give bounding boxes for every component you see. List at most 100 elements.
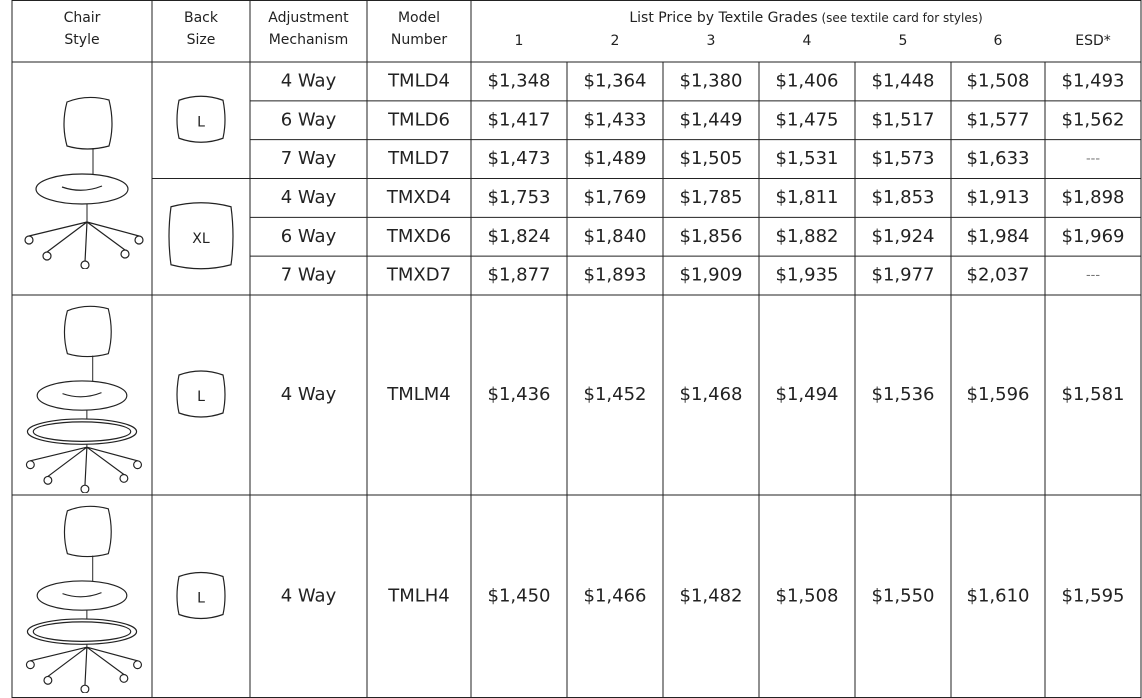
price: $1,417: [488, 109, 551, 130]
price: $1,909: [680, 265, 743, 286]
column-header: Chair: [64, 10, 101, 26]
mechanism: 4 Way: [281, 586, 337, 607]
mechanism: 4 Way: [281, 384, 337, 405]
price: $1,536: [872, 384, 935, 405]
back-size-icon: [176, 370, 226, 418]
back-size-icon: [176, 95, 226, 143]
chair-image: [25, 505, 143, 693]
price: $1,935: [776, 265, 839, 286]
price: $1,969: [1062, 226, 1125, 247]
price-header: List Price by Textile Grades (see textil…: [629, 10, 982, 26]
grade-header: 2: [611, 33, 620, 49]
grade-header: 3: [707, 33, 716, 49]
price: $1,473: [488, 148, 551, 169]
price: ---: [1086, 268, 1100, 283]
model-number: TMLH4: [387, 586, 450, 607]
price: $1,595: [1062, 586, 1125, 607]
column-header: Mechanism: [269, 32, 349, 48]
column-header: Adjustment: [268, 10, 349, 26]
price: $1,433: [584, 109, 647, 130]
price: $1,531: [776, 148, 839, 169]
column-header: Model: [398, 10, 440, 26]
model-number: TMLD6: [387, 109, 450, 130]
price: $1,577: [967, 109, 1030, 130]
price: $1,475: [776, 109, 839, 130]
grade-header: 6: [994, 33, 1003, 49]
price-title: List Price by Textile Grades: [629, 10, 817, 26]
price: $1,596: [967, 384, 1030, 405]
price: $1,882: [776, 226, 839, 247]
price: $1,562: [1062, 109, 1125, 130]
grade-header: ESD*: [1075, 33, 1111, 49]
price: $1,877: [488, 265, 551, 286]
back-size: L: [197, 591, 205, 607]
back-size: L: [197, 114, 205, 130]
price: $1,924: [872, 226, 935, 247]
price: $1,436: [488, 384, 551, 405]
price: $1,452: [584, 384, 647, 405]
price: $1,468: [680, 384, 743, 405]
price: $1,406: [776, 70, 839, 91]
price: $1,853: [872, 187, 935, 208]
price: $1,893: [584, 265, 647, 286]
price: $1,482: [680, 586, 743, 607]
price: $1,494: [776, 384, 839, 405]
model-number: TMLD4: [387, 70, 450, 91]
price: $1,550: [872, 586, 935, 607]
price: $2,037: [967, 265, 1030, 286]
mechanism: 4 Way: [281, 70, 337, 91]
mechanism: 7 Way: [281, 148, 337, 169]
chair-image: [25, 305, 143, 493]
mechanism: 7 Way: [281, 265, 337, 286]
back-size-icon: [176, 571, 226, 620]
column-header: Number: [391, 32, 447, 48]
price: $1,348: [488, 70, 551, 91]
price-note: (see textile card for styles): [818, 11, 983, 25]
price: $1,811: [776, 187, 839, 208]
grade-header: 1: [515, 33, 524, 49]
grade-header: 4: [803, 33, 812, 49]
price: $1,517: [872, 109, 935, 130]
price: $1,489: [584, 148, 647, 169]
price: $1,508: [967, 70, 1030, 91]
price: $1,785: [680, 187, 743, 208]
price: $1,364: [584, 70, 647, 91]
price: $1,856: [680, 226, 743, 247]
price: ---: [1086, 152, 1100, 167]
price: $1,493: [1062, 70, 1125, 91]
model-number: TMXD6: [386, 226, 451, 247]
price: $1,984: [967, 226, 1030, 247]
grade-header: 5: [899, 33, 908, 49]
back-size-icon: [168, 202, 234, 270]
chair-image: [24, 96, 144, 269]
price: $1,573: [872, 148, 935, 169]
price: $1,824: [488, 226, 551, 247]
price: $1,913: [967, 187, 1030, 208]
column-header: Size: [187, 32, 216, 48]
back-size: L: [197, 389, 205, 405]
price: $1,977: [872, 265, 935, 286]
column-header: Style: [64, 32, 99, 48]
price: $1,581: [1062, 384, 1125, 405]
price: $1,898: [1062, 187, 1125, 208]
price: $1,840: [584, 226, 647, 247]
model-number: TMXD4: [386, 187, 451, 208]
column-header: Back: [184, 10, 219, 26]
price: $1,450: [488, 586, 551, 607]
price: $1,753: [488, 187, 551, 208]
mechanism: 6 Way: [281, 226, 337, 247]
back-size: XL: [192, 231, 210, 247]
model-number: TMXD7: [386, 265, 451, 286]
price: $1,508: [776, 586, 839, 607]
price: $1,466: [584, 586, 647, 607]
price: $1,380: [680, 70, 743, 91]
price: $1,505: [680, 148, 743, 169]
price: $1,448: [872, 70, 935, 91]
price: $1,449: [680, 109, 743, 130]
price: $1,610: [967, 586, 1030, 607]
mechanism: 6 Way: [281, 109, 337, 130]
price: $1,633: [967, 148, 1030, 169]
model-number: TMLM4: [386, 384, 451, 405]
mechanism: 4 Way: [281, 187, 337, 208]
